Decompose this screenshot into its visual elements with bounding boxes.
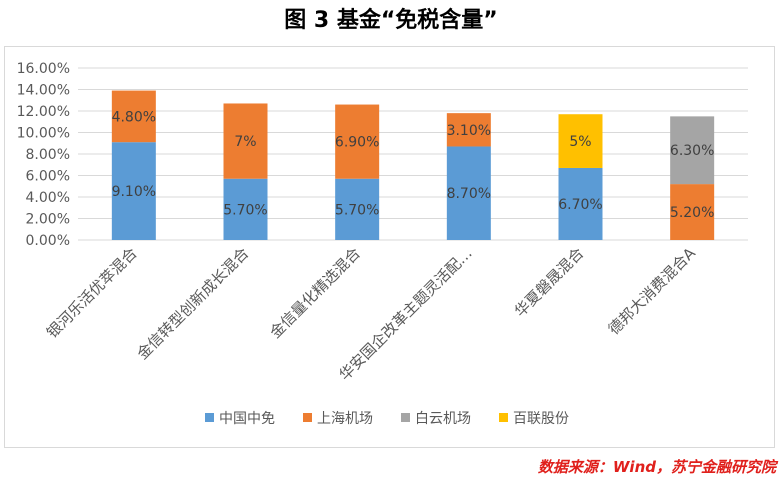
x-tick-label: 华安国企改革主题灵活配… — [336, 244, 476, 384]
bar-segment — [446, 113, 491, 147]
legend-swatch — [303, 413, 312, 422]
chart-frame — [4, 46, 775, 448]
legend-swatch — [205, 413, 214, 422]
bar-segment — [670, 116, 715, 185]
data-label: 5% — [569, 134, 591, 150]
data-label: 3.10% — [447, 123, 491, 139]
data-label: 8.70% — [447, 186, 491, 202]
y-tick-label: 8.00% — [26, 147, 70, 163]
legend-label: 上海机场 — [317, 411, 373, 427]
x-tick-label: 银河乐活优萃混合 — [43, 244, 141, 342]
x-tick-label: 金信转型创新成长混合 — [134, 244, 253, 363]
bar-segment — [558, 167, 603, 240]
bar-segment — [223, 178, 268, 240]
data-label: 5.70% — [223, 202, 267, 218]
x-tick-label: 德邦大消费混合A — [605, 244, 700, 339]
data-label: 5.20% — [670, 205, 714, 221]
bar-segment — [111, 90, 156, 143]
x-tick-label: 华夏磐晟混合 — [511, 244, 587, 320]
bar-segment — [335, 104, 380, 179]
chart-title: 图 3 基金“免税含量” — [284, 8, 498, 33]
legend-label: 白云机场 — [415, 411, 471, 427]
legend-label: 百联股份 — [513, 411, 569, 427]
bar-segment — [335, 178, 380, 240]
x-tick-label: 金信量化精选混合 — [266, 244, 364, 342]
y-tick-label: 16.00% — [17, 61, 70, 77]
source-note: 数据来源：Wind，苏宁金融研究院 — [537, 458, 776, 476]
data-label: 6.70% — [558, 197, 602, 213]
data-label: 6.30% — [670, 143, 714, 159]
bar-segment — [223, 103, 268, 179]
y-tick-label: 10.00% — [17, 126, 70, 142]
data-label: 7% — [234, 134, 256, 150]
legend-label: 中国中免 — [219, 411, 275, 427]
data-label: 9.10% — [112, 184, 156, 200]
y-tick-label: 0.00% — [26, 233, 70, 249]
bar-segment — [558, 114, 603, 168]
y-tick-label: 14.00% — [17, 83, 70, 99]
y-tick-label: 4.00% — [26, 190, 70, 206]
data-label: 4.80% — [112, 109, 156, 125]
bar-segment — [111, 142, 156, 240]
y-tick-label: 6.00% — [26, 169, 70, 185]
data-label: 5.70% — [335, 202, 379, 218]
y-tick-label: 12.00% — [17, 104, 70, 120]
legend-swatch — [499, 413, 508, 422]
data-label: 6.90% — [335, 135, 379, 151]
bar-segment — [446, 146, 491, 240]
y-tick-label: 2.00% — [26, 212, 70, 228]
bar-segment — [670, 184, 715, 240]
legend-swatch — [401, 413, 410, 422]
